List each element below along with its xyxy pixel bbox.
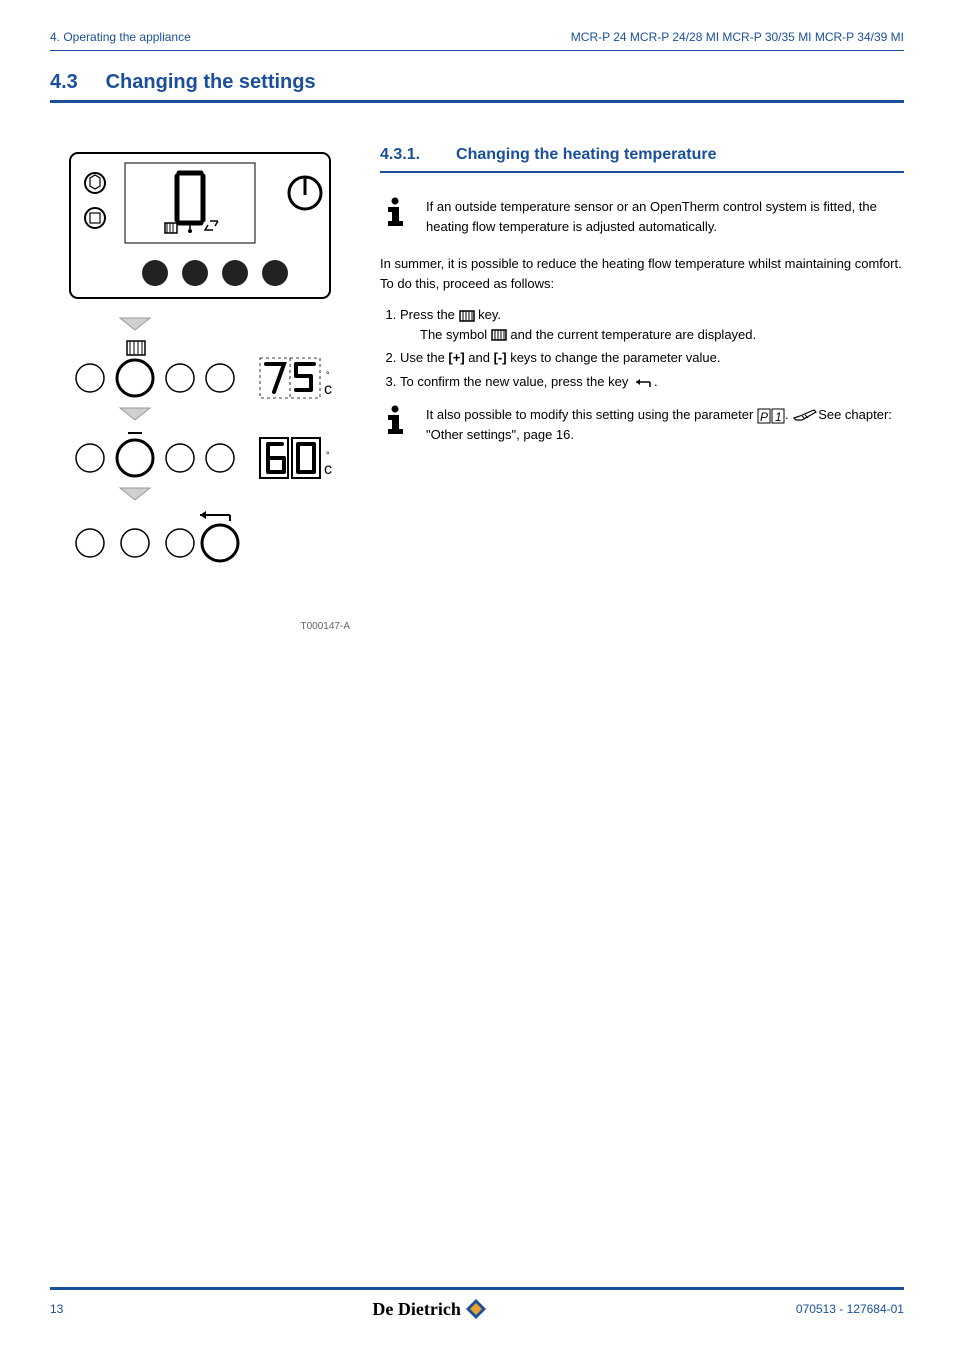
svg-text:c: c [324,461,332,478]
svg-text:°: ° [326,450,330,460]
page-number: 13 [50,1302,63,1316]
svg-text:P: P [760,410,768,424]
header-left: 4. Operating the appliance [50,30,191,44]
figure-label: T000147-A [50,621,350,632]
device-diagram: ° c ° [50,143,350,613]
footer-rule [50,1287,904,1290]
parameter-p1-icon: P1 [757,408,785,424]
text-column: 4.3.1. Changing the heating temperature … [380,143,904,632]
brand-diamond-icon [465,1298,487,1320]
steps-list: Press the key. The symbol and the curren… [380,305,904,391]
header-rule [50,50,904,51]
svg-text:c: c [324,381,332,398]
info1-text: If an outside temperature sensor or an O… [426,197,904,236]
brand-logo: De Dietrich [372,1298,486,1320]
doc-ref: 070513 - 127684-01 [796,1302,904,1316]
subsection-number: 4.3.1. [380,143,420,167]
info2-text: It also possible to modify this setting … [426,405,904,444]
paragraph-1: In summer, it is possible to reduce the … [380,254,904,293]
header-right: MCR-P 24 MCR-P 24/28 MI MCR-P 30/35 MI M… [571,30,904,44]
section-title: 4.3 Changing the settings [50,71,904,94]
subsection-title: 4.3.1. Changing the heating temperature [380,143,904,167]
svg-text:1: 1 [775,410,782,424]
radiator-icon [491,329,507,341]
info-icon [380,405,410,435]
step-1: Press the key. The symbol and the curren… [400,305,904,344]
step-2: Use the [+] and [-] keys to change the p… [400,348,904,368]
page-header: 4. Operating the appliance MCR-P 24 MCR-… [50,30,904,50]
enter-key-icon [632,376,654,388]
step-1-sub: The symbol and the current temperature a… [420,325,904,345]
svg-text:°: ° [326,370,330,380]
page-footer: 13 De Dietrich 070513 - 127684-01 [50,1287,904,1320]
section-underline [50,100,904,103]
step-3: To confirm the new value, press the key … [400,372,904,392]
radiator-icon [459,310,475,322]
info-icon [380,197,410,227]
figure-column: ° c ° [50,143,350,632]
hand-pointer-icon [792,408,818,424]
section-name: Changing the settings [106,71,316,93]
section-number: 4.3 [50,71,78,93]
subsection-underline [380,171,904,173]
subsection-name: Changing the heating temperature [456,143,716,167]
